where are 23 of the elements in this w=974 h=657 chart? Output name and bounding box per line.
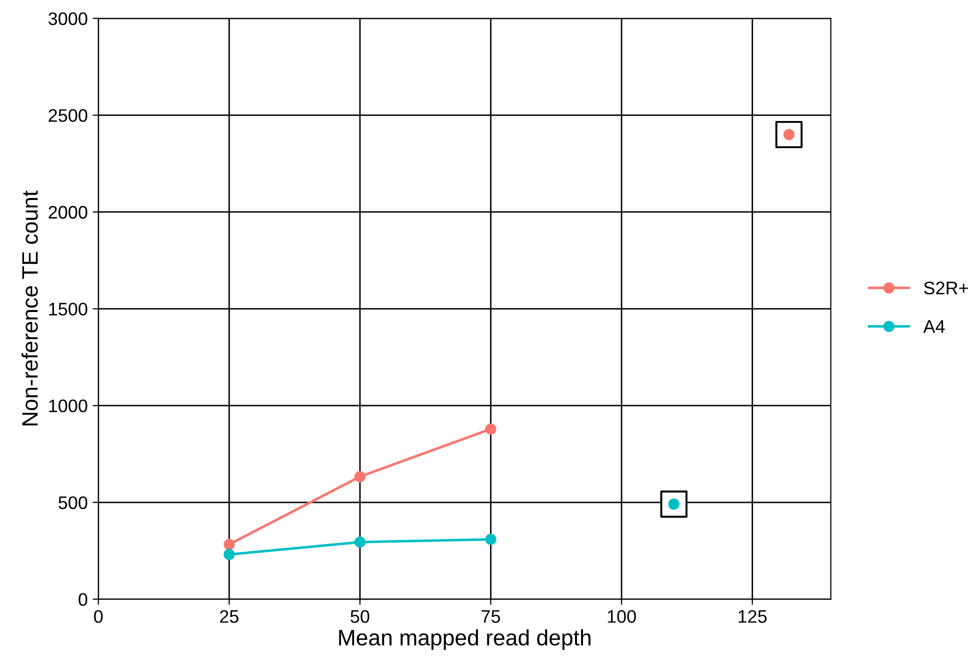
legend-label: A4 <box>923 320 945 333</box>
x-tick-label: 100 <box>608 610 636 623</box>
point <box>224 538 235 550</box>
y-tick-label: 1500 <box>49 302 88 316</box>
point <box>485 423 496 435</box>
y-axis-title: Non-reference TE count <box>22 190 38 426</box>
y-tick-label: 3000 <box>48 12 88 26</box>
point <box>354 536 366 548</box>
y-tick-label: 2000 <box>48 206 88 219</box>
y-tick-label: 0 <box>78 593 88 606</box>
legend-label: S2R+ <box>924 282 968 294</box>
point <box>485 534 496 545</box>
point <box>224 548 235 560</box>
y-tick-label: 1000 <box>49 400 88 412</box>
x-axis-title: Mean mapped read depth <box>339 629 590 650</box>
x-tick-label: 0 <box>94 610 103 623</box>
x-tick-label: 125 <box>738 610 767 623</box>
y-tick-label: 500 <box>58 496 88 510</box>
x-tick-label: 50 <box>350 610 370 623</box>
y-tick-label: 2500 <box>48 109 88 122</box>
x-tick-label: 25 <box>220 610 238 623</box>
point <box>354 471 366 482</box>
x-tick-label: 75 <box>482 610 500 623</box>
